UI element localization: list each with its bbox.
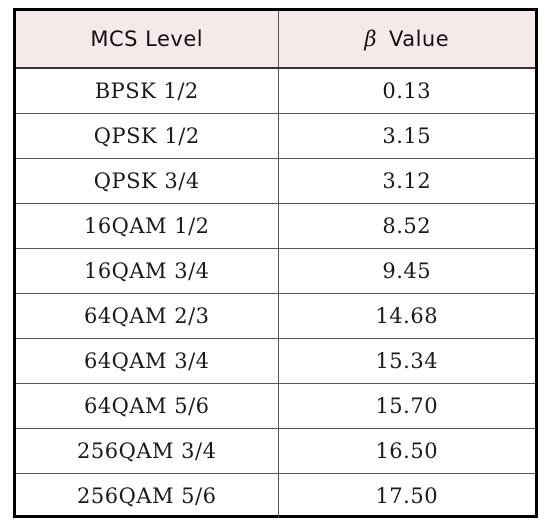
beta-value-cell: 14.68 — [277, 292, 535, 339]
mcs-level-cell: BPSK 1/2 — [16, 67, 279, 114]
mcs-beta-table: MCS Level β Value BPSK 1/2 0.13 QPSK 1/2 … — [16, 11, 535, 518]
table-header-row: MCS Level β Value — [16, 11, 535, 69]
mcs-level-cell: 16QAM 1/2 — [16, 202, 279, 249]
table-row: QPSK 3/4 3.12 — [16, 157, 535, 204]
table-row: 256QAM 5/6 17.50 — [16, 472, 535, 518]
mcs-level-cell: 64QAM 3/4 — [16, 337, 279, 384]
header-beta-value: β Value — [277, 11, 535, 69]
table-row: BPSK 1/2 0.13 — [16, 67, 535, 114]
mcs-level-cell: QPSK 1/2 — [16, 112, 279, 159]
beta-symbol: β — [364, 27, 377, 51]
beta-value-cell: 15.70 — [277, 382, 535, 429]
beta-value-cell: 8.52 — [277, 202, 535, 249]
header-mcs-level: MCS Level — [16, 11, 279, 69]
beta-value-cell: 17.50 — [277, 472, 535, 518]
table-row: 64QAM 3/4 15.34 — [16, 337, 535, 384]
beta-value-cell: 0.13 — [277, 67, 535, 114]
header-value-label: Value — [388, 27, 450, 51]
mcs-level-cell: 64QAM 5/6 — [16, 382, 279, 429]
mcs-level-cell: 64QAM 2/3 — [16, 292, 279, 339]
beta-value-cell: 16.50 — [277, 427, 535, 474]
table-row: 64QAM 5/6 15.70 — [16, 382, 535, 429]
beta-value-cell: 3.12 — [277, 157, 535, 204]
mcs-level-cell: QPSK 3/4 — [16, 157, 279, 204]
table-row: QPSK 1/2 3.15 — [16, 112, 535, 159]
beta-value-cell: 15.34 — [277, 337, 535, 384]
mcs-level-cell: 16QAM 3/4 — [16, 247, 279, 294]
beta-value-cell: 3.15 — [277, 112, 535, 159]
table-row: 16QAM 3/4 9.45 — [16, 247, 535, 294]
table-row: 64QAM 2/3 14.68 — [16, 292, 535, 339]
beta-value-cell: 9.45 — [277, 247, 535, 294]
mcs-beta-table-frame: MCS Level β Value BPSK 1/2 0.13 QPSK 1/2 … — [13, 8, 538, 518]
table-row: 16QAM 1/2 8.52 — [16, 202, 535, 249]
mcs-level-cell: 256QAM 5/6 — [16, 472, 279, 518]
mcs-level-cell: 256QAM 3/4 — [16, 427, 279, 474]
table-row: 256QAM 3/4 16.50 — [16, 427, 535, 474]
